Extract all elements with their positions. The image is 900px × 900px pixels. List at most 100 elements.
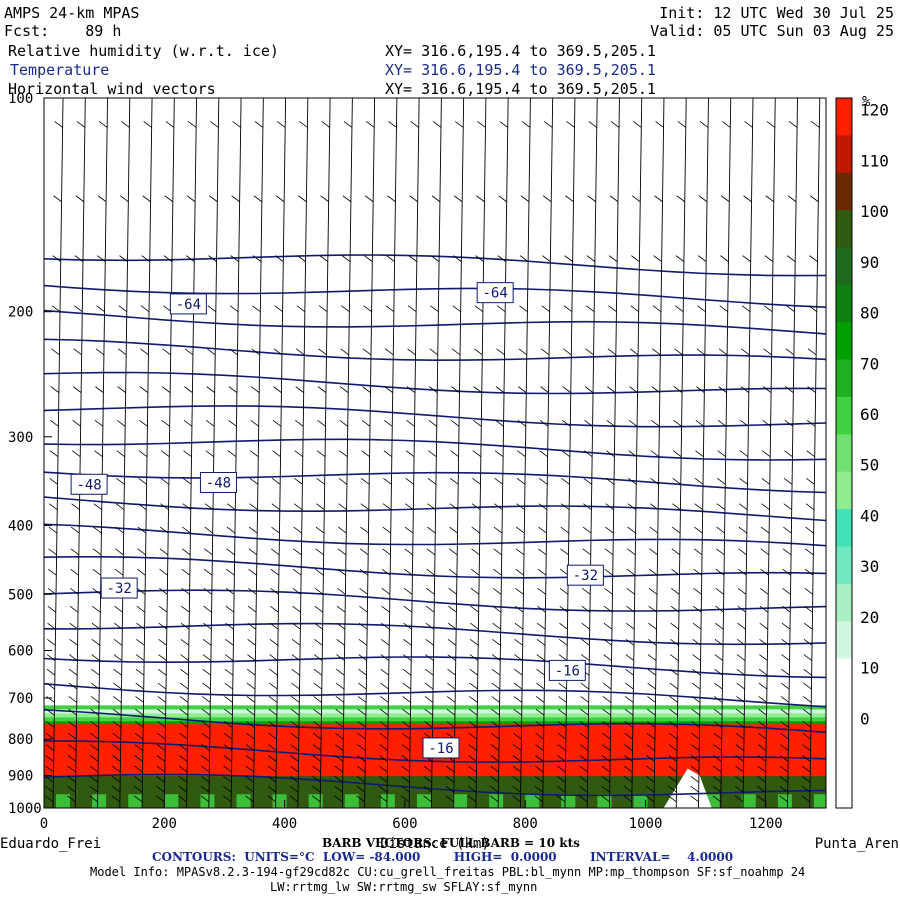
wind-barb-tick <box>136 622 145 630</box>
wind-barb-tick <box>274 305 283 313</box>
wind-barb-tick <box>542 195 552 203</box>
wind-barb-tick <box>119 255 128 262</box>
wind-barb-tick <box>405 450 415 457</box>
wind-barb-tick <box>178 795 187 803</box>
wind-barb-tick <box>423 795 432 803</box>
wind-barb-tick <box>204 548 213 556</box>
wind-barb-tick <box>716 503 726 510</box>
wind-barb-tick <box>517 419 527 427</box>
wind-barb-tick <box>202 696 211 703</box>
wind-barb-tick <box>161 419 170 427</box>
wind-barb-tick <box>628 419 638 427</box>
wind-barb-tick <box>96 305 105 313</box>
wind-barb-tick <box>334 744 344 751</box>
wind-barb-tick <box>90 682 100 690</box>
wind-barb-tick <box>760 526 770 534</box>
wind-barb-tick <box>514 605 524 613</box>
wind-barb-tick <box>91 638 101 646</box>
rh-lobe <box>92 794 107 808</box>
wind-barb-tick <box>581 622 590 630</box>
wind-barb-tick <box>179 744 188 751</box>
wind-barb-tick <box>245 795 254 803</box>
wind-barb-tick <box>584 386 594 393</box>
wind-barb-tick <box>512 775 522 783</box>
wind-barb-tick <box>318 348 327 356</box>
wind-barb-tick <box>476 195 485 203</box>
wind-barb-tick <box>386 255 395 262</box>
y-tick-label: 200 <box>8 305 33 321</box>
wind-barb-tick <box>691 696 701 703</box>
wind-barb-tick <box>245 765 255 773</box>
wind-barb-staff <box>608 98 620 808</box>
wind-barb-tick <box>513 708 522 716</box>
wind-barb-tick <box>181 587 190 595</box>
wind-barb-tick <box>559 568 569 576</box>
wind-barb-tick <box>512 755 522 762</box>
wind-barb-tick <box>757 732 767 740</box>
wind-barb-tick <box>206 348 216 356</box>
wind-barb-tick <box>699 121 709 128</box>
wind-barb-tick <box>603 605 613 613</box>
wind-barb-tick <box>448 605 457 613</box>
wind-barb-tick <box>356 765 366 773</box>
wind-barb-tick <box>71 503 80 510</box>
wind-barb-tick <box>294 477 303 485</box>
wind-barb-tick <box>69 605 79 613</box>
wind-barb-tick <box>201 765 210 773</box>
wind-barb-tick <box>272 419 282 427</box>
wind-barb-staff <box>519 98 531 808</box>
wind-barb-tick <box>645 785 655 793</box>
wind-barb-tick <box>757 765 766 773</box>
wind-barb-tick <box>379 732 389 740</box>
y-tick-label: 300 <box>8 430 33 446</box>
wind-barb-tick <box>134 744 144 751</box>
wind-barb-tick <box>134 765 143 773</box>
wind-barb-tick <box>138 450 148 457</box>
wind-barb-tick <box>425 622 435 630</box>
wind-barb-tick <box>671 526 681 534</box>
wind-barb-tick <box>113 682 122 690</box>
wind-barb-tick <box>356 775 366 783</box>
wind-barb-tick <box>722 121 731 128</box>
wind-barb-tick <box>538 548 547 556</box>
wind-barb-tick <box>717 419 727 427</box>
wind-barb-tick <box>139 419 148 427</box>
wind-barb-tick <box>137 526 147 534</box>
wind-barb-tick <box>402 696 411 703</box>
wind-barb-tick <box>623 795 633 803</box>
wind-barb-tick <box>115 503 125 510</box>
wind-barb-staff <box>764 98 776 808</box>
wind-barb-tick <box>269 638 279 646</box>
wind-barb-tick <box>648 638 657 646</box>
wind-barb-tick <box>604 568 613 576</box>
colorbar-segment <box>836 770 852 809</box>
colorbar-tick-label: 20 <box>860 608 879 627</box>
colorbar-tick-label: 80 <box>860 304 879 323</box>
temperature-contour <box>44 471 826 494</box>
wind-barb-tick <box>694 503 703 510</box>
wind-barb-tick <box>49 450 59 457</box>
wind-barb-tick <box>536 654 545 661</box>
wind-barb-tick <box>626 568 636 576</box>
wind-barb-tick <box>693 548 703 556</box>
model-info-line2: LW:rrtmg_lw SW:rrtmg_sw SFLAY:sf_mynn <box>270 880 538 894</box>
wind-barb-tick <box>48 548 57 556</box>
contour-label-box <box>100 577 138 599</box>
wind-barb-tick <box>624 708 634 716</box>
wind-barb-tick <box>315 548 324 556</box>
wind-barb-tick <box>225 622 234 630</box>
wind-barb-tick <box>471 548 480 556</box>
wind-barb-tick <box>468 721 478 728</box>
wind-barb-tick <box>601 785 610 793</box>
wind-barb-tick <box>537 605 546 613</box>
wind-barb-tick <box>582 526 592 534</box>
wind-barb-tick <box>757 785 766 793</box>
colorbar-tick-label: 30 <box>860 557 879 576</box>
rh-lobe <box>561 794 576 808</box>
wind-barb-tick <box>803 668 812 676</box>
wind-barb-tick <box>158 622 168 630</box>
field-xy-rh: XY= 316.6,195.4 to 369.5,205.1 <box>385 42 656 60</box>
wind-barb-tick <box>713 744 722 751</box>
wind-barb-tick <box>453 255 462 262</box>
wind-barb-tick <box>734 785 744 793</box>
